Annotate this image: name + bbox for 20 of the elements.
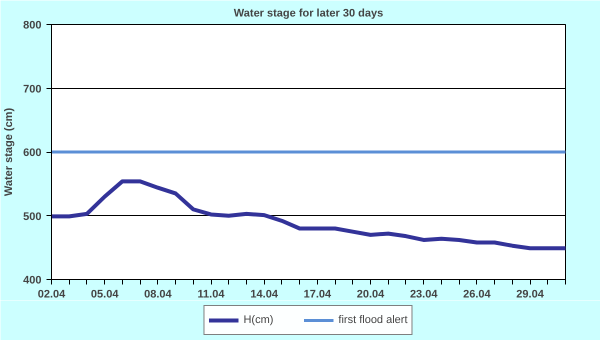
y-tick-label: 800 xyxy=(23,20,42,32)
line-series xyxy=(52,179,566,250)
x-tick-label: 23.04 xyxy=(410,288,438,300)
legend-label: H(cm) xyxy=(243,314,274,326)
y-axis-title: Water stage (cm) xyxy=(3,108,16,196)
legend-label: first flood alert xyxy=(338,314,408,326)
y-tick-label: 500 xyxy=(23,210,42,223)
x-tick-label: 20.04 xyxy=(356,288,386,300)
x-tick-label: 11.04 xyxy=(198,288,226,300)
x-tick-label: 29.04 xyxy=(516,288,545,300)
y-tick-label: 400 xyxy=(23,274,42,286)
y-tick-label: 600 xyxy=(23,147,42,159)
x-tick-label: 05.04 xyxy=(90,288,120,300)
y-tick-label: 700 xyxy=(23,83,42,96)
x-tick-label: 08.04 xyxy=(144,288,172,300)
chart-title: Water stage for later 30 days xyxy=(234,8,384,20)
x-tick-label: 17.04 xyxy=(304,288,332,300)
x-tick-label: 14.04 xyxy=(250,288,279,300)
x-tick-label: 26.04 xyxy=(463,288,492,300)
x-tick-label: 02.04 xyxy=(38,288,66,300)
